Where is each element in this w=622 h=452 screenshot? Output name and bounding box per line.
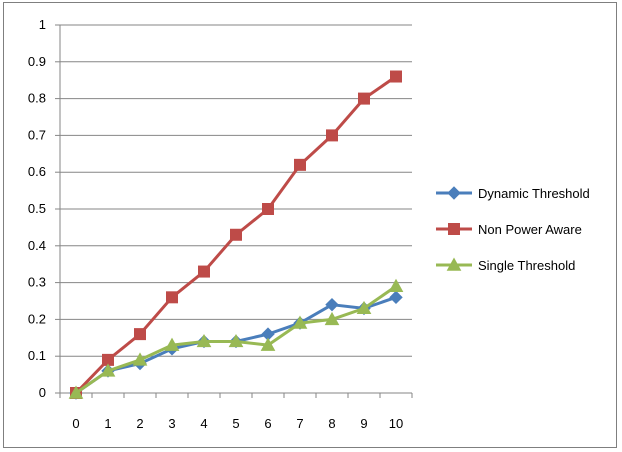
y-tick-label: 0.3 (28, 275, 46, 290)
data-point-dynamic-threshold (389, 290, 403, 305)
data-point-non-power-aware (262, 203, 274, 215)
y-tick-label: 0.7 (28, 127, 46, 142)
x-tick-label: 8 (328, 416, 335, 431)
data-point-single-threshold (260, 337, 276, 351)
data-point-non-power-aware (326, 129, 338, 142)
x-tick-label: 5 (232, 416, 239, 431)
x-tick-label: 4 (200, 416, 207, 431)
x-tick-labels: 0 1 2 3 4 5 6 7 8 9 10 (72, 416, 403, 431)
y-tick-label: 0.1 (28, 348, 46, 363)
y-tick-label: 0.4 (28, 238, 46, 253)
legend-item-single-threshold: Single Threshold (436, 257, 575, 273)
y-tick-labels: 0 0.1 0.2 0.3 0.4 0.5 0.6 0.7 0.8 0.9 1 (28, 17, 46, 400)
series-group (68, 70, 404, 400)
legend-label-single-threshold: Single Threshold (478, 258, 575, 273)
y-tick-label: 0.2 (28, 311, 46, 326)
x-tick-label: 7 (296, 416, 303, 431)
y-tick-label: 1 (39, 17, 46, 32)
x-tick-label: 9 (360, 416, 367, 431)
y-tick-label: 0.9 (28, 54, 46, 69)
data-point-single-threshold (100, 363, 116, 377)
legend: Dynamic Threshold Non Power Aware Single T… (436, 186, 590, 273)
legend-item-dynamic-threshold: Dynamic Threshold (436, 186, 590, 201)
series-single-threshold (68, 278, 404, 399)
data-point-dynamic-threshold (325, 297, 339, 312)
data-point-single-threshold (228, 333, 244, 348)
series-non-power-aware (70, 70, 402, 399)
y-tick-label: 0 (39, 385, 46, 400)
data-point-single-threshold (356, 300, 372, 315)
data-point-non-power-aware (134, 328, 146, 341)
x-tick-label: 3 (168, 416, 175, 431)
legend-marker-non-power-aware (448, 223, 460, 235)
x-tick-label: 0 (72, 416, 79, 431)
data-point-single-threshold (68, 385, 84, 399)
data-point-single-threshold (132, 352, 148, 366)
x-tick-label: 2 (136, 416, 143, 431)
data-point-single-threshold (164, 337, 180, 351)
data-point-single-threshold (196, 333, 212, 348)
legend-label-dynamic-threshold: Dynamic Threshold (478, 186, 590, 201)
data-point-non-power-aware (230, 228, 242, 241)
x-tick-label: 10 (389, 416, 403, 431)
legend-item-non-power-aware: Non Power Aware (436, 222, 582, 237)
data-point-non-power-aware (198, 265, 210, 278)
legend-label-non-power-aware: Non Power Aware (478, 222, 582, 237)
x-tick-label: 6 (264, 416, 271, 431)
legend-marker-dynamic-threshold (447, 186, 461, 200)
y-tick-label: 0.8 (28, 91, 46, 106)
data-point-non-power-aware (294, 158, 306, 171)
x-tick-label: 1 (104, 416, 111, 431)
data-point-non-power-aware (166, 291, 178, 304)
data-point-single-threshold (388, 278, 404, 292)
y-tick-label: 0.6 (28, 164, 46, 179)
data-point-single-threshold (324, 311, 340, 326)
y-tick-label: 0.5 (28, 201, 46, 216)
data-point-non-power-aware (358, 92, 370, 105)
gridlines (60, 24, 412, 357)
data-point-single-threshold (292, 315, 308, 329)
legend-marker-single-threshold (446, 257, 462, 271)
data-point-non-power-aware (390, 70, 402, 83)
axes (55, 24, 413, 398)
